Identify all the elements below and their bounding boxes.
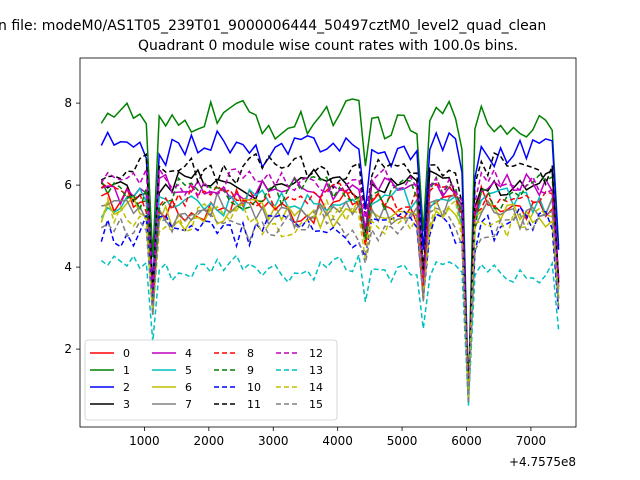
legend-label-5: 5 [185, 364, 192, 377]
series-line-9 [100, 173, 560, 401]
x-tick-label: 5000 [387, 434, 418, 448]
series-layer [100, 98, 560, 406]
legend-label-14: 14 [309, 381, 323, 394]
series-line-10 [100, 205, 560, 403]
legend-label-0: 0 [123, 347, 130, 360]
x-tick-label: 7000 [516, 434, 547, 448]
series-line-15 [100, 206, 560, 404]
x-tick-label: 2000 [194, 434, 225, 448]
legend-label-15: 15 [309, 398, 323, 411]
series-line-1 [100, 98, 560, 395]
series-line-4 [101, 172, 560, 401]
x-tick-label: 1000 [129, 434, 160, 448]
legend-label-8: 8 [247, 347, 254, 360]
y-tick-label: 8 [64, 96, 72, 110]
legend-label-6: 6 [185, 381, 192, 394]
x-tick-label: 6000 [451, 434, 482, 448]
legend-label-13: 13 [309, 364, 323, 377]
x-axis: 1000 2000 3000 4000 5000 6000 7000 [129, 427, 546, 448]
x-tick-label: 4000 [322, 434, 353, 448]
x-tick-label: 3000 [258, 434, 289, 448]
series-line-11 [100, 152, 560, 399]
legend-label-4: 4 [185, 347, 192, 360]
x-axis-offset-label: +4.7575e8 [509, 455, 576, 469]
y-axis: 2 4 6 8 [64, 96, 80, 356]
legend-frame [84, 339, 338, 421]
series-line-13 [100, 254, 560, 406]
legend-label-9: 9 [247, 364, 254, 377]
y-tick-label: 6 [64, 178, 72, 192]
legend-label-3: 3 [123, 398, 130, 411]
y-tick-label: 4 [64, 260, 72, 274]
legend-label-10: 10 [247, 381, 261, 394]
series-line-12 [100, 166, 560, 399]
legend-label-11: 11 [247, 398, 261, 411]
chart-title: Quadrant 0 module wise count rates with … [138, 38, 518, 54]
legend-label-12: 12 [309, 347, 323, 360]
figure-suptitle: n file: modeM0/AS1T05_239T01_9000006444_… [0, 18, 546, 34]
legend-label-7: 7 [185, 398, 192, 411]
legend-label-2: 2 [123, 381, 130, 394]
series-line-2 [100, 129, 560, 397]
y-tick-label: 2 [64, 342, 72, 356]
legend-label-1: 1 [123, 364, 130, 377]
series-line-8 [100, 181, 560, 401]
